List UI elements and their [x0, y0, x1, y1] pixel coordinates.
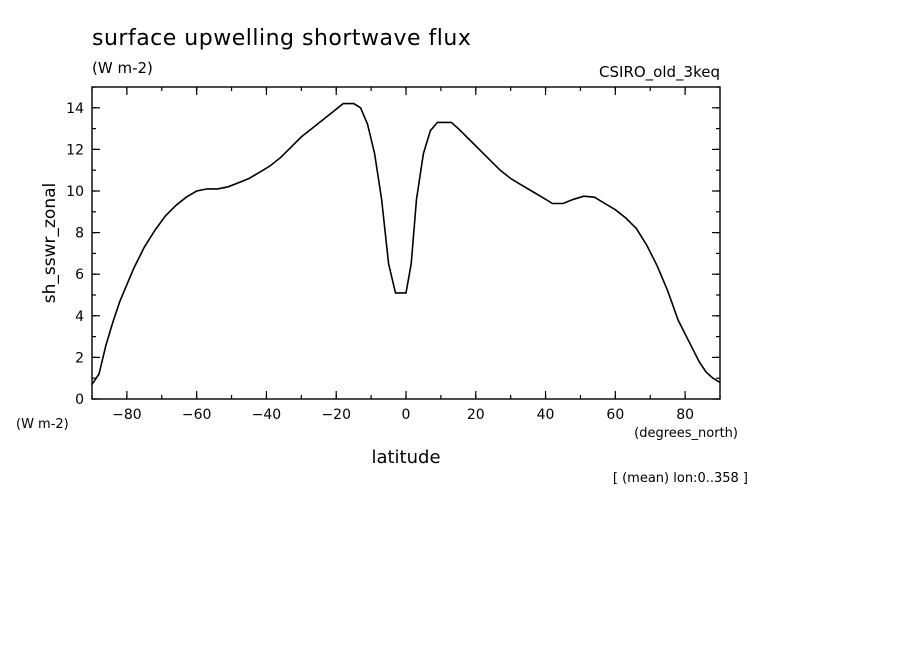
- x-axis-ticks: [91, 87, 721, 399]
- x-tick-label: −40: [252, 407, 282, 423]
- y-tick-label: 14: [66, 101, 84, 117]
- chart-title: surface upwelling shortwave flux: [92, 26, 471, 51]
- x-tick-label: 40: [537, 407, 555, 423]
- y-tick-label: 2: [75, 350, 84, 366]
- x-tick-label: 0: [402, 407, 411, 423]
- units-label: (W m-2): [92, 59, 153, 77]
- y-tick-label: 0: [75, 392, 84, 408]
- x-tick-label: −60: [182, 407, 212, 423]
- y-axis-ticks: [92, 86, 720, 400]
- x-tick-label: 20: [467, 407, 485, 423]
- model-label: CSIRO_old_3keq: [599, 63, 720, 82]
- y-tick-label: 6: [75, 267, 84, 283]
- plot-frame: [91, 86, 721, 400]
- x-tick-label: 80: [676, 407, 694, 423]
- y-axis-tick-labels: 0 2 4 6 8 10 12 14: [66, 101, 84, 408]
- x-units-label: (degrees_north): [634, 426, 738, 441]
- x-tick-label: 60: [606, 407, 624, 423]
- y-tick-label: 12: [66, 142, 84, 158]
- y-units-label: (W m-2): [16, 417, 69, 432]
- x-tick-label: −20: [321, 407, 351, 423]
- y-tick-label: 10: [66, 184, 84, 200]
- x-tick-label: −80: [112, 407, 142, 423]
- x-axis-tick-labels: −80 −60 −40 −20 0 20 40 60 80: [112, 407, 694, 423]
- x-axis-label: latitude: [371, 447, 440, 468]
- y-tick-label: 4: [75, 309, 84, 325]
- series-line: [91, 102, 721, 385]
- footnote: [ (mean) lon:0..358 ]: [613, 471, 748, 486]
- y-tick-label: 8: [75, 226, 84, 242]
- y-axis-label: sh_sswr_zonal: [40, 183, 60, 303]
